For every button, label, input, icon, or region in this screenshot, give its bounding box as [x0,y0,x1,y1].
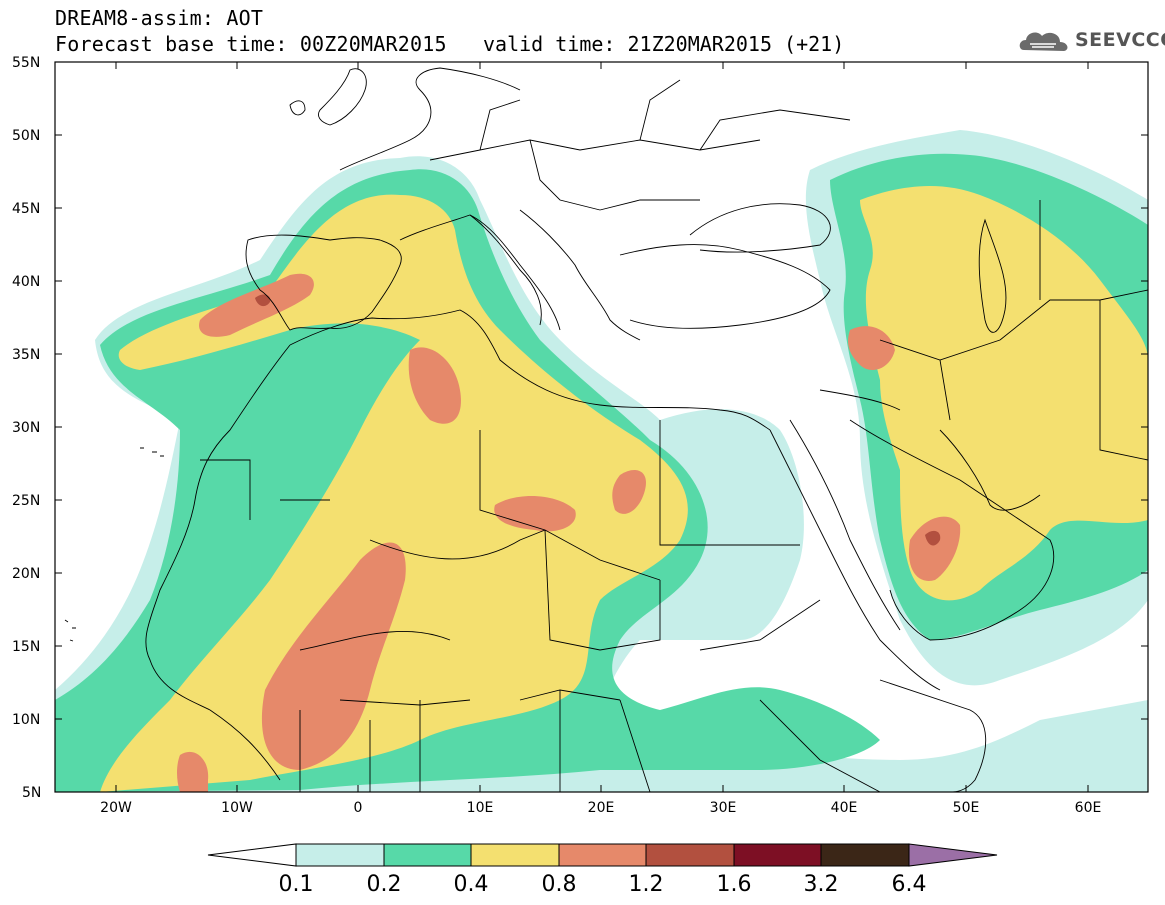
colorbar-label: 0.1 [279,872,314,897]
colorbar-swatch [383,843,472,867]
lon-label: 0 [354,800,363,816]
colorbar-labels: 0.1 0.2 0.4 0.8 1.2 1.6 3.2 6.4 [279,872,927,897]
colorbar-swatch [295,843,385,867]
colorbar-swatch [733,843,822,867]
base-time-label: Forecast base time: 00Z20MAR2015 [55,32,447,56]
colorbar-label: 3.2 [804,872,839,897]
aot-region-0.8-g [908,516,961,581]
coastlines [64,67,1148,792]
lat-label: 5N [22,785,41,801]
lat-label: 50N [12,128,40,144]
colorbar-max-arrow [908,843,998,867]
lat-label: 30N [12,420,40,436]
colorbar-swatch [558,843,647,867]
aot-region-0.8-d [494,495,576,532]
colorbar-swatch [820,843,910,867]
colorbar-min-arrow [207,843,297,867]
lon-label: 10W [221,800,253,816]
colorbar-label: 0.2 [367,872,402,897]
cloud-icon [1019,32,1068,51]
lat-label: 35N [12,347,40,363]
colorbar [207,843,998,867]
lon-label: 60E [1075,800,1102,816]
lon-axis: 20W 10W 0 10E 20E 30E 40E 50E 60E [100,62,1101,816]
lat-label: 40N [12,274,40,290]
lat-label: 45N [12,201,40,217]
lon-label: 20W [100,800,132,816]
aot-region-0.4 [100,194,688,792]
colorbar-label: 0.4 [454,872,489,897]
aot-region-0.8-b [408,347,461,424]
lat-label: 55N [12,55,40,71]
colorbar-label: 0.8 [542,872,577,897]
logo-text: SEEVCCC [1075,29,1165,51]
colorbar-swatch [645,843,735,867]
lat-label: 20N [12,566,40,582]
lat-axis: 55N 50N 45N 40N 35N 30N 25N 20N 15N 10N … [12,55,1148,801]
lon-label: 20E [588,800,615,816]
colorbar-swatch [470,843,560,867]
lon-label: 40E [831,800,858,816]
colorbar-label: 6.4 [892,872,927,897]
aot-region-0.8-f [848,326,895,370]
aot-region-1.2 [255,294,271,307]
valid-time-label: valid time: 21Z20MAR2015 (+21) [483,32,845,56]
lat-label: 10N [12,712,40,728]
aot-field [55,130,1148,792]
aot-region-1.2-b [925,530,941,546]
lat-label: 15N [12,639,40,655]
aot-region-0.8 [199,273,314,337]
lon-label: 30E [710,800,737,816]
aot-region-0.4-east [860,185,1148,601]
aot-region-0.8-e [612,470,646,514]
model-title: DREAM8-assim: AOT [55,6,264,30]
colorbar-label: 1.2 [629,872,664,897]
aot-region-0.8-c [261,542,406,770]
colorbar-label: 1.6 [717,872,752,897]
lon-label: 50E [953,800,980,816]
lon-label: 10E [467,800,494,816]
lat-label: 25N [12,493,40,509]
aot-region-0.8-h [177,751,209,792]
